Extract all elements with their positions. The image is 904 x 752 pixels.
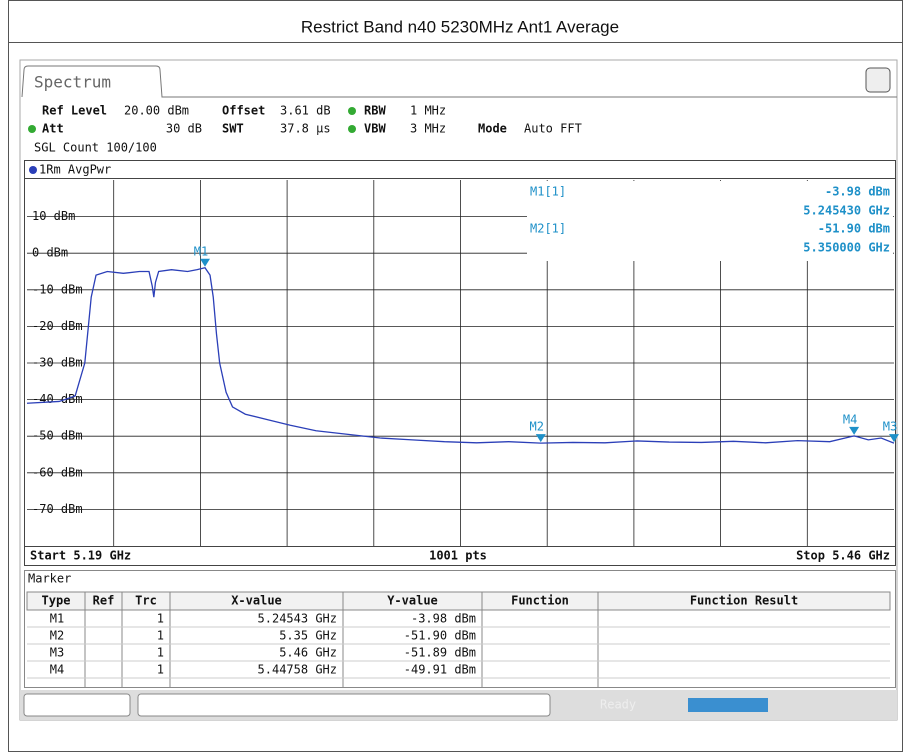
cell: -49.91 dBm [404, 663, 476, 677]
cell: -51.90 dBm [404, 629, 476, 643]
setting-value: 3.61 dB [280, 104, 331, 118]
setting-label: Offset [222, 104, 265, 118]
marker [889, 434, 899, 443]
readout-level: -3.98 dBm [825, 185, 890, 199]
marker-label: M4 [843, 412, 857, 426]
setting-value: 3 MHz [410, 122, 446, 136]
cell: M2 [50, 629, 64, 643]
start-freq: Start 5.19 GHz [30, 549, 131, 563]
cell: 5.46 GHz [279, 646, 337, 660]
title: Restrict Band n40 5230MHz Ant1 Average [301, 17, 619, 36]
setting-label: Att [42, 122, 64, 136]
y-tick-label: 0 dBm [32, 246, 68, 260]
readout-freq: 5.245430 GHz [803, 204, 890, 218]
y-tick-label: -50 dBm [32, 429, 83, 443]
marker-table: Type Ref Trc X-value Y-value Function Function… [26, 591, 891, 687]
column-header: Function [511, 594, 569, 608]
marker [535, 434, 546, 443]
setting-value: 1 MHz [410, 104, 446, 118]
setting-label: Ref Level [42, 104, 107, 118]
readout-freq: 5.350000 GHz [803, 241, 890, 255]
dot [348, 125, 356, 133]
progress [688, 698, 768, 712]
cell: 1 [157, 663, 164, 677]
trace-label: 1Rm AvgPwr [39, 163, 111, 177]
cell: M4 [50, 663, 64, 677]
tab-label: Spectrum [34, 73, 111, 92]
status: Ready [600, 698, 636, 712]
trace [26, 267, 895, 444]
readout-bg [527, 181, 893, 261]
y-tick-label: -70 dBm [32, 502, 83, 516]
column-header: Function Result [690, 594, 798, 608]
marker-label: M3 [883, 420, 897, 434]
y-tick-label: -20 dBm [32, 319, 83, 333]
table-title: Marker [28, 572, 71, 586]
column-header: Y-value [387, 594, 438, 608]
plot: 10 dBm 0 dBm -10 dBm -20 dBm -30 dBm -40 dBm -… [26, 180, 899, 546]
cell: M3 [50, 646, 64, 660]
status-box [23, 693, 131, 717]
column-header: Trc [135, 594, 157, 608]
column-header: X-value [231, 594, 282, 608]
readout-level: -51.90 dBm [818, 222, 890, 236]
cell: M1 [50, 612, 64, 626]
cell: -51.89 dBm [404, 646, 476, 660]
setting-label: RBW [364, 104, 386, 118]
y-tick-label: -10 dBm [32, 282, 83, 296]
dot [28, 125, 36, 133]
dot [348, 107, 356, 115]
points: 1001 pts [429, 549, 487, 563]
menu-icon[interactable] [865, 67, 891, 93]
setting-value: 30 dB [166, 122, 202, 136]
column-header: Ref [93, 594, 115, 608]
cell: 5.24543 GHz [258, 612, 337, 626]
setting-label: VBW [364, 122, 386, 136]
marker-label: M1 [194, 244, 208, 258]
y-tick-label: 10 dBm [32, 209, 75, 223]
y-tick-label: -30 dBm [32, 356, 83, 370]
y-tick-label: -40 dBm [32, 392, 83, 406]
stop-freq: Stop 5.46 GHz [796, 549, 890, 563]
setting-value: 37.8 µs [280, 122, 331, 136]
status-box [137, 693, 551, 717]
cell: 5.44758 GHz [258, 663, 337, 677]
y-tick-label: -60 dBm [32, 465, 83, 479]
marker [849, 426, 860, 435]
readout-name: M2[1] [530, 222, 566, 236]
column-header: Type [42, 594, 71, 608]
cell: 5.35 GHz [279, 629, 337, 643]
trace-dot [29, 166, 37, 174]
header-bg [26, 591, 891, 611]
setting-label: Mode [478, 122, 507, 136]
readout-name: M1[1] [530, 185, 566, 199]
setting-label: SWT [222, 122, 244, 136]
marker-label: M2 [530, 420, 544, 434]
tab [21, 65, 897, 98]
sgl-count: SGL Count 100/100 [34, 141, 157, 155]
cell: 1 [157, 612, 164, 626]
cell: -3.98 dBm [411, 612, 476, 626]
cell: 1 [157, 646, 164, 660]
cell: 1 [157, 629, 164, 643]
marker [199, 258, 210, 267]
setting-value: 20.00 dBm [124, 104, 189, 118]
setting-value: Auto FFT [524, 122, 582, 136]
